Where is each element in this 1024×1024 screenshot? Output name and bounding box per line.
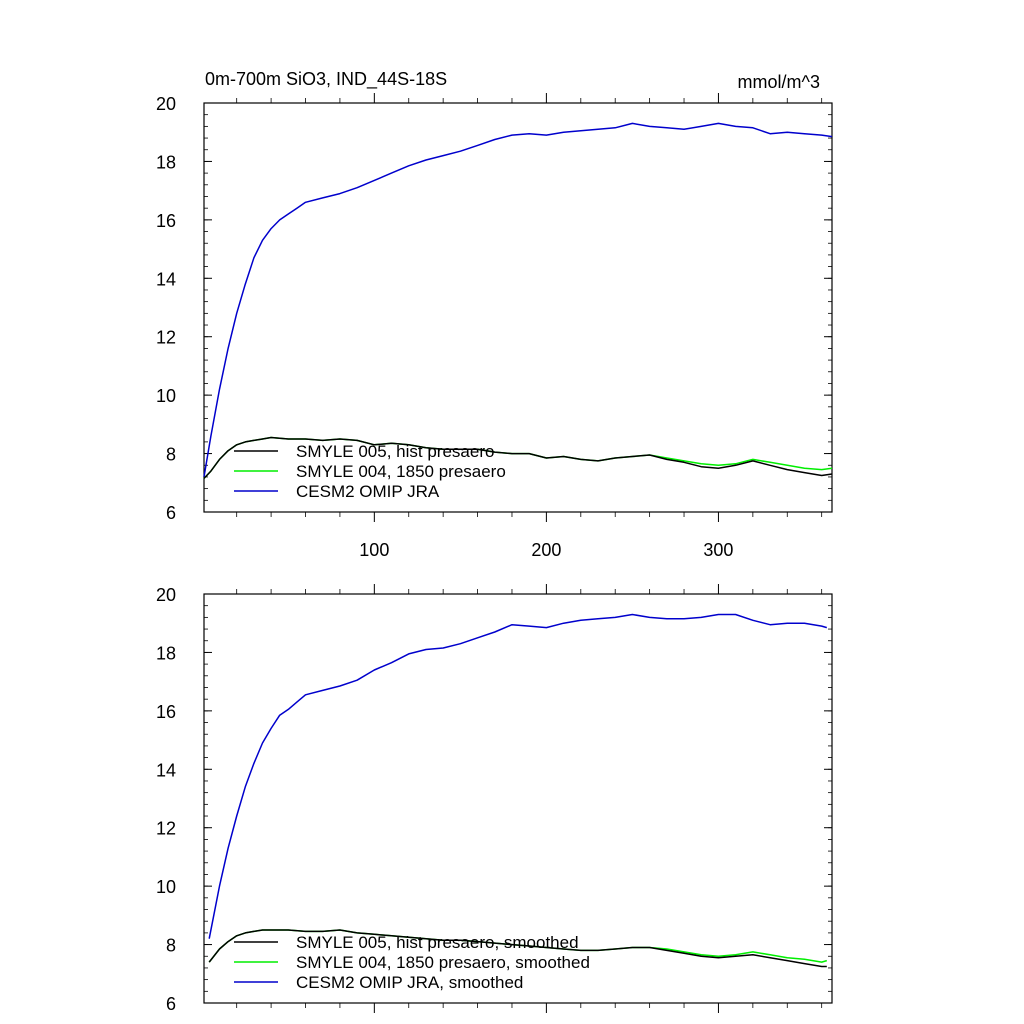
- top-y-tick-label: 18: [156, 152, 176, 172]
- top-x-tick-label: 100: [359, 540, 389, 560]
- top-y-tick-label: 8: [166, 445, 176, 465]
- top-plot-frame: [203, 102, 833, 513]
- bottom-y-tick-label: 8: [166, 936, 176, 956]
- bottom-plot-frame: [203, 593, 833, 1004]
- bottom-y-tick-label: 12: [156, 819, 176, 839]
- bottom-legend-label-1: SMYLE 004, 1850 presaero, smoothed: [296, 953, 590, 972]
- top-y-tick-label: 6: [166, 503, 176, 523]
- top-panel: 0m-700m SiO3, IND_44S-18S mmol/m^3 6 8 10 1…: [156, 69, 833, 560]
- top-panel-title: 0m-700m SiO3, IND_44S-18S: [205, 69, 447, 90]
- bottom-y-tick-label: 18: [156, 643, 176, 663]
- top-y-tick-label: 12: [156, 328, 176, 348]
- bottom-panel: 6 8 10 12 14 16 18 20 SMYLE 005, hist presaero, …: [156, 584, 833, 1014]
- top-series-line-0: [203, 436, 833, 479]
- bottom-series-line-2: [208, 613, 828, 939]
- bottom-y-tick-label: 20: [156, 585, 176, 605]
- top-y-tick-label: 14: [156, 269, 176, 289]
- bottom-y-tick-label: 10: [156, 877, 176, 897]
- top-series-line-2: [203, 122, 833, 478]
- top-y-tick-label: 16: [156, 211, 176, 231]
- top-legend-label-0: SMYLE 005, hist presaero: [296, 442, 494, 461]
- top-y-tick-label: 20: [156, 94, 176, 114]
- bottom-series-line-0: [208, 929, 827, 968]
- top-y-tick-label: 10: [156, 386, 176, 406]
- bottom-y-tick-label: 6: [166, 994, 176, 1014]
- bottom-legend-label-2: CESM2 OMIP JRA, smoothed: [296, 973, 523, 992]
- top-legend-label-2: CESM2 OMIP JRA: [296, 482, 440, 501]
- top-panel-units: mmol/m^3: [738, 72, 820, 92]
- top-legend-label-1: SMYLE 004, 1850 presaero: [296, 462, 506, 481]
- bottom-legend-label-0: SMYLE 005, hist presaero, smoothed: [296, 933, 579, 952]
- top-x-tick-label: 300: [703, 540, 733, 560]
- top-x-tick-label: 200: [531, 540, 561, 560]
- bottom-y-tick-label: 16: [156, 702, 176, 722]
- bottom-y-tick-label: 14: [156, 760, 176, 780]
